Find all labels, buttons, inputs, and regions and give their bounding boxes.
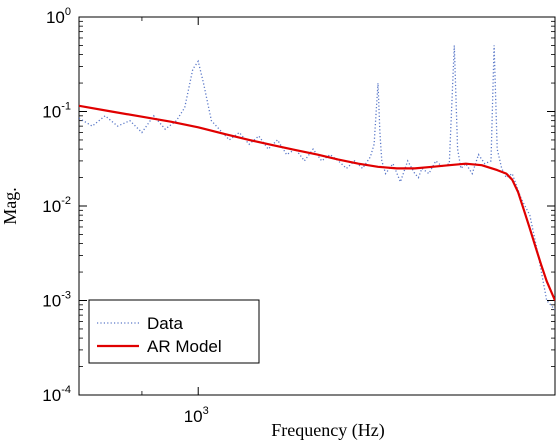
y-tick-label: 100 (46, 6, 71, 27)
x-tick-label: 103 (184, 405, 209, 426)
y-axis-title: Mag. (0, 187, 20, 225)
x-axis-title: Frequency (Hz) (271, 420, 384, 441)
series-layer (79, 45, 555, 311)
y-tick-label: 10-4 (42, 384, 71, 405)
series-line-ar-model (79, 104, 555, 301)
axis-ticks (78, 16, 555, 396)
y-tick-label: 10-3 (42, 290, 71, 311)
y-tick-label: 10-1 (42, 101, 71, 122)
y-tick-label: 10-2 (42, 195, 71, 216)
tick-labels: 100 10-1 10-2 10-3 10-4 103 (42, 6, 208, 426)
legend-label-data: Data (147, 314, 183, 333)
legend: Data AR Model (88, 299, 260, 364)
legend-label-ar-model: AR Model (147, 337, 222, 356)
legend-box (88, 299, 260, 364)
